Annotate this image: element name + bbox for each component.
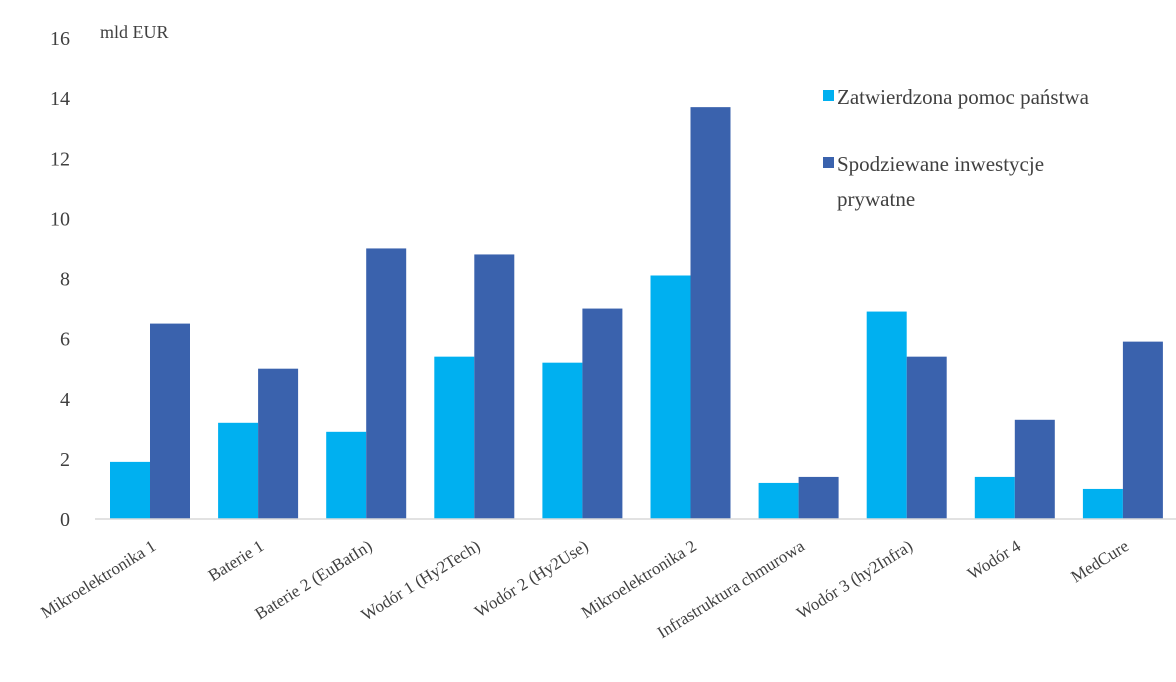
bar-state-aid — [326, 431, 367, 519]
bar-group — [218, 368, 299, 519]
legend-item: Zatwierdzona pomoc państwa — [823, 85, 1090, 109]
bar-private-investment — [474, 254, 515, 519]
bar-private-investment — [150, 323, 190, 519]
legend-label: Spodziewane inwestycje — [837, 152, 1044, 176]
y-tick-label: 8 — [60, 269, 70, 291]
unit-label: mld EUR — [100, 22, 169, 42]
bar-private-investment — [906, 356, 947, 519]
bar-state-aid — [974, 476, 1015, 519]
legend-swatch — [823, 157, 834, 168]
bar-group — [542, 308, 623, 519]
legend-swatch — [823, 90, 834, 101]
x-tick-label: Wodór 4 — [964, 536, 1024, 583]
x-tick-label: Wodór 2 (Hy2Use) — [471, 536, 591, 621]
bar-private-investment — [798, 476, 839, 519]
y-tick-label: 16 — [50, 28, 70, 50]
bar-state-aid — [1082, 488, 1123, 519]
bar-group — [1082, 341, 1163, 519]
bar-state-aid — [650, 275, 691, 519]
bar-group — [974, 419, 1055, 519]
y-axis: 0 2 4 6 8 10 12 14 16 — [50, 28, 70, 531]
x-tick-label: Wodór 1 (Hy2Tech) — [358, 536, 484, 624]
legend-item: Spodziewane inwestycje prywatne — [823, 152, 1044, 211]
bar-state-aid — [866, 311, 907, 519]
bar-group — [110, 323, 190, 519]
legend-label: Zatwierdzona pomoc państwa — [837, 85, 1090, 109]
y-tick-label: 2 — [60, 449, 70, 471]
bar-private-investment — [582, 308, 623, 519]
bar-private-investment — [690, 107, 731, 520]
bar-group — [326, 248, 407, 519]
x-tick-label: Wodór 3 (hy2Infra) — [793, 536, 916, 622]
bar-private-investment — [1122, 341, 1163, 519]
bar-group — [650, 107, 731, 520]
y-tick-label: 6 — [60, 329, 70, 351]
bar-state-aid — [434, 356, 475, 519]
y-tick-label: 4 — [60, 389, 70, 411]
bar-state-aid — [110, 461, 150, 519]
y-tick-label: 0 — [60, 509, 70, 531]
bars — [110, 107, 1163, 520]
bar-state-aid — [542, 362, 583, 519]
bar-private-investment — [366, 248, 407, 519]
bar-private-investment — [1014, 419, 1055, 519]
x-tick-label: Mikroelektronika 1 — [37, 536, 159, 622]
x-tick-label: Baterie 2 (EuBatIn) — [252, 536, 376, 623]
bar-state-aid — [758, 482, 799, 519]
bar-group — [758, 476, 839, 519]
x-tick-label: Baterie 1 — [205, 536, 268, 585]
bar-group — [866, 311, 947, 519]
bar-state-aid — [218, 422, 259, 519]
y-tick-label: 12 — [50, 148, 70, 170]
legend-label: prywatne — [837, 187, 915, 211]
bar-group — [434, 254, 515, 519]
y-tick-label: 14 — [50, 88, 70, 110]
y-tick-label: 10 — [50, 208, 70, 230]
bar-private-investment — [258, 368, 299, 519]
legend: Zatwierdzona pomoc państwa Spodziewane in… — [823, 85, 1090, 211]
x-tick-label: MedCure — [1068, 536, 1133, 586]
